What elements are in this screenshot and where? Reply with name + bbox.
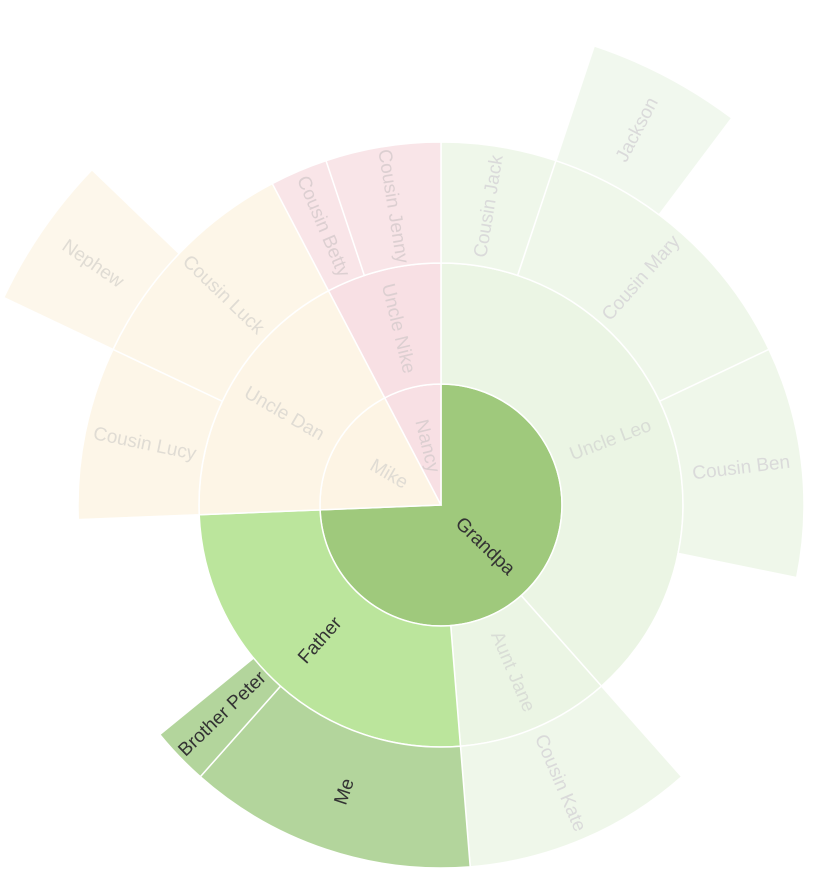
sector — [658, 348, 805, 579]
sector — [2, 168, 181, 351]
sector — [158, 656, 282, 778]
sector — [325, 141, 442, 277]
arcs — [2, 44, 805, 869]
sector — [555, 44, 733, 216]
